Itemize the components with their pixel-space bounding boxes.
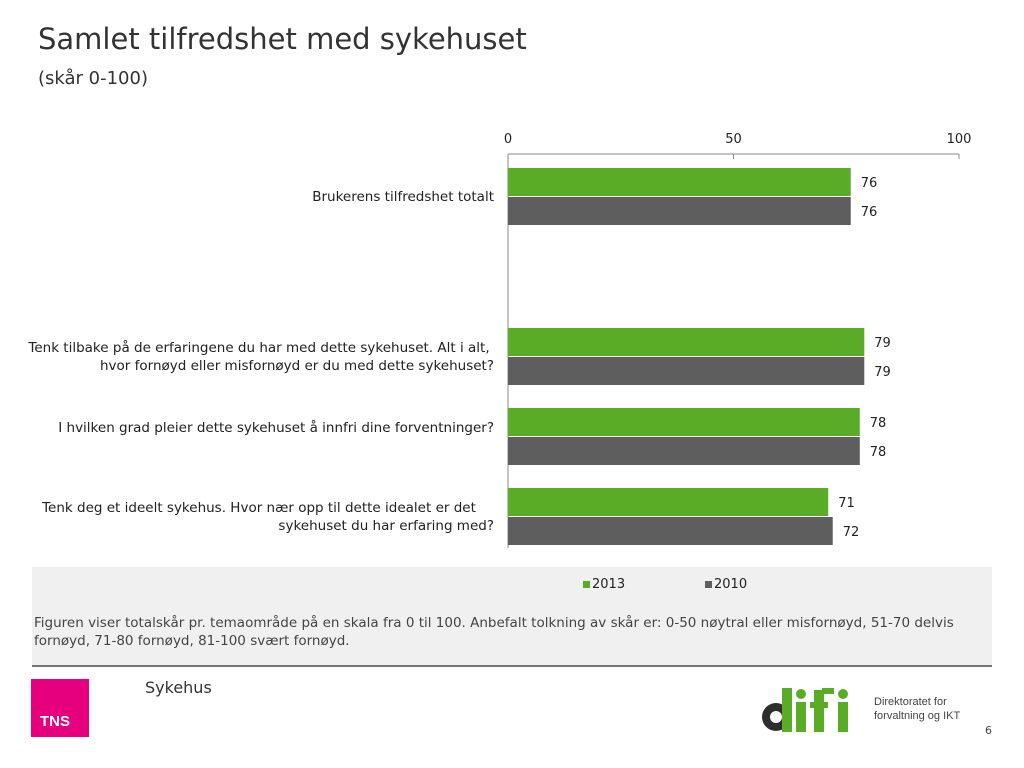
difi-tagline-line1: Direktoratet for xyxy=(874,696,947,708)
legend-item-2010: 2010 xyxy=(705,577,827,592)
category-label: Tenk tilbake på de erfaringene du har me… xyxy=(28,339,494,374)
bar-2013 xyxy=(508,488,829,516)
section-label: Sykehus xyxy=(145,678,212,697)
bar-2013 xyxy=(508,168,851,196)
data-label: 72 xyxy=(843,525,860,540)
bar-2013 xyxy=(508,408,860,436)
legend-swatch-2010 xyxy=(705,581,712,588)
bar-2013 xyxy=(508,328,865,356)
data-label: 76 xyxy=(861,205,878,220)
bar-2010 xyxy=(508,197,851,225)
tns-logo: TNS xyxy=(31,679,89,737)
legend-swatch-2013 xyxy=(583,581,590,588)
data-label: 71 xyxy=(838,496,855,511)
category-label: Tenk deg et ideelt sykehus. Hvor nær opp… xyxy=(42,499,494,534)
page-title: Samlet tilfredshet med sykehuset xyxy=(38,22,527,56)
category-label: Brukerens tilfredshet totalt xyxy=(312,188,494,205)
category-label: I hvilken grad pleier dette sykehuset å … xyxy=(58,419,494,436)
data-label: 78 xyxy=(870,416,887,431)
data-label: 78 xyxy=(870,445,887,460)
x-tick-label: 50 xyxy=(725,132,742,147)
legend-label-2013: 2013 xyxy=(592,577,626,592)
bar-2010 xyxy=(508,517,833,545)
legend-item-2013: 2013 xyxy=(583,577,705,592)
difi-logo xyxy=(762,688,848,732)
difi-tagline: Direktoratet for forvaltning og IKT xyxy=(874,695,960,723)
x-tick-label: 0 xyxy=(504,132,512,147)
chart-legend: 2013 2010 xyxy=(583,577,827,592)
interpretation-note: Figuren viser totalskår pr. temaområde p… xyxy=(34,615,954,649)
legend-panel xyxy=(32,567,992,667)
bar-chart: 0 50 100 76 76 79 79 78 78 71 72 xyxy=(504,132,972,548)
data-label: 79 xyxy=(874,336,891,351)
page-number: 6 xyxy=(985,724,992,737)
bar-2010 xyxy=(508,357,865,385)
x-tick-label: 100 xyxy=(947,132,972,147)
page-subtitle: (skår 0-100) xyxy=(38,68,148,89)
bar-2010 xyxy=(508,437,860,465)
data-label: 76 xyxy=(861,176,878,191)
data-label: 79 xyxy=(874,365,891,380)
legend-label-2010: 2010 xyxy=(714,577,748,592)
tns-logo-text: TNS xyxy=(40,713,70,730)
difi-tagline-line2: forvaltning og IKT xyxy=(874,710,961,722)
